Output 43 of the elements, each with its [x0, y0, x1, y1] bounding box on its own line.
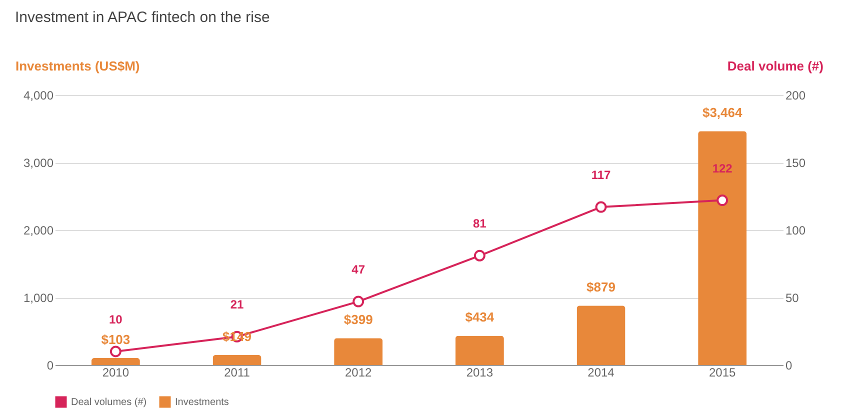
legend-label: Deal volumes (#) — [71, 397, 147, 408]
x-tick-label: 2012 — [344, 366, 372, 380]
y2-axis-title: Deal volume (#) — [727, 58, 824, 74]
point — [716, 194, 728, 206]
y2-tick-label: 150 — [786, 156, 806, 170]
bar — [455, 336, 504, 365]
data-label: 122 — [712, 161, 733, 176]
bar — [576, 306, 626, 365]
point — [110, 346, 122, 358]
chart-title: Investment in APAC fintech on the rise — [15, 9, 270, 26]
data-label: 117 — [591, 168, 612, 182]
y2-tick-label: 100 — [786, 224, 806, 238]
bar — [334, 338, 383, 365]
point — [352, 296, 364, 308]
data-label: $103 — [101, 332, 130, 348]
y2-tick-label: 200 — [786, 88, 806, 102]
data-label: $434 — [465, 310, 495, 325]
x-tick-label: 2015 — [708, 366, 736, 380]
point — [474, 250, 486, 262]
data-label: 47 — [352, 262, 366, 277]
data-label: $3,464 — [702, 105, 743, 120]
y-tick-label: 2,000 — [23, 224, 54, 238]
data-label: 81 — [472, 216, 487, 231]
y-axis-title: Investments (US$M) — [16, 58, 140, 74]
point — [595, 201, 607, 213]
x-tick-label: 2013 — [466, 366, 494, 380]
x-tick-label: 2014 — [588, 366, 615, 380]
bar — [212, 354, 262, 365]
y2-tick-label: 50 — [786, 291, 800, 305]
x-tick-label: 2010 — [102, 366, 130, 380]
data-label: $879 — [586, 280, 616, 295]
y-tick-label: 1,000 — [23, 291, 54, 305]
legend-label: Investments — [175, 397, 229, 408]
data-label: $399 — [344, 312, 373, 328]
x-tick-label: 2011 — [224, 366, 250, 380]
data-label: 10 — [108, 312, 123, 326]
bar — [698, 131, 747, 365]
bar — [91, 358, 140, 365]
y-tick-label: 0 — [46, 358, 54, 372]
y-tick-label: 3,000 — [23, 156, 54, 170]
y2-tick-label: 0 — [786, 358, 792, 372]
y-tick-label: 4,000 — [23, 88, 54, 102]
data-label: 21 — [230, 298, 244, 312]
